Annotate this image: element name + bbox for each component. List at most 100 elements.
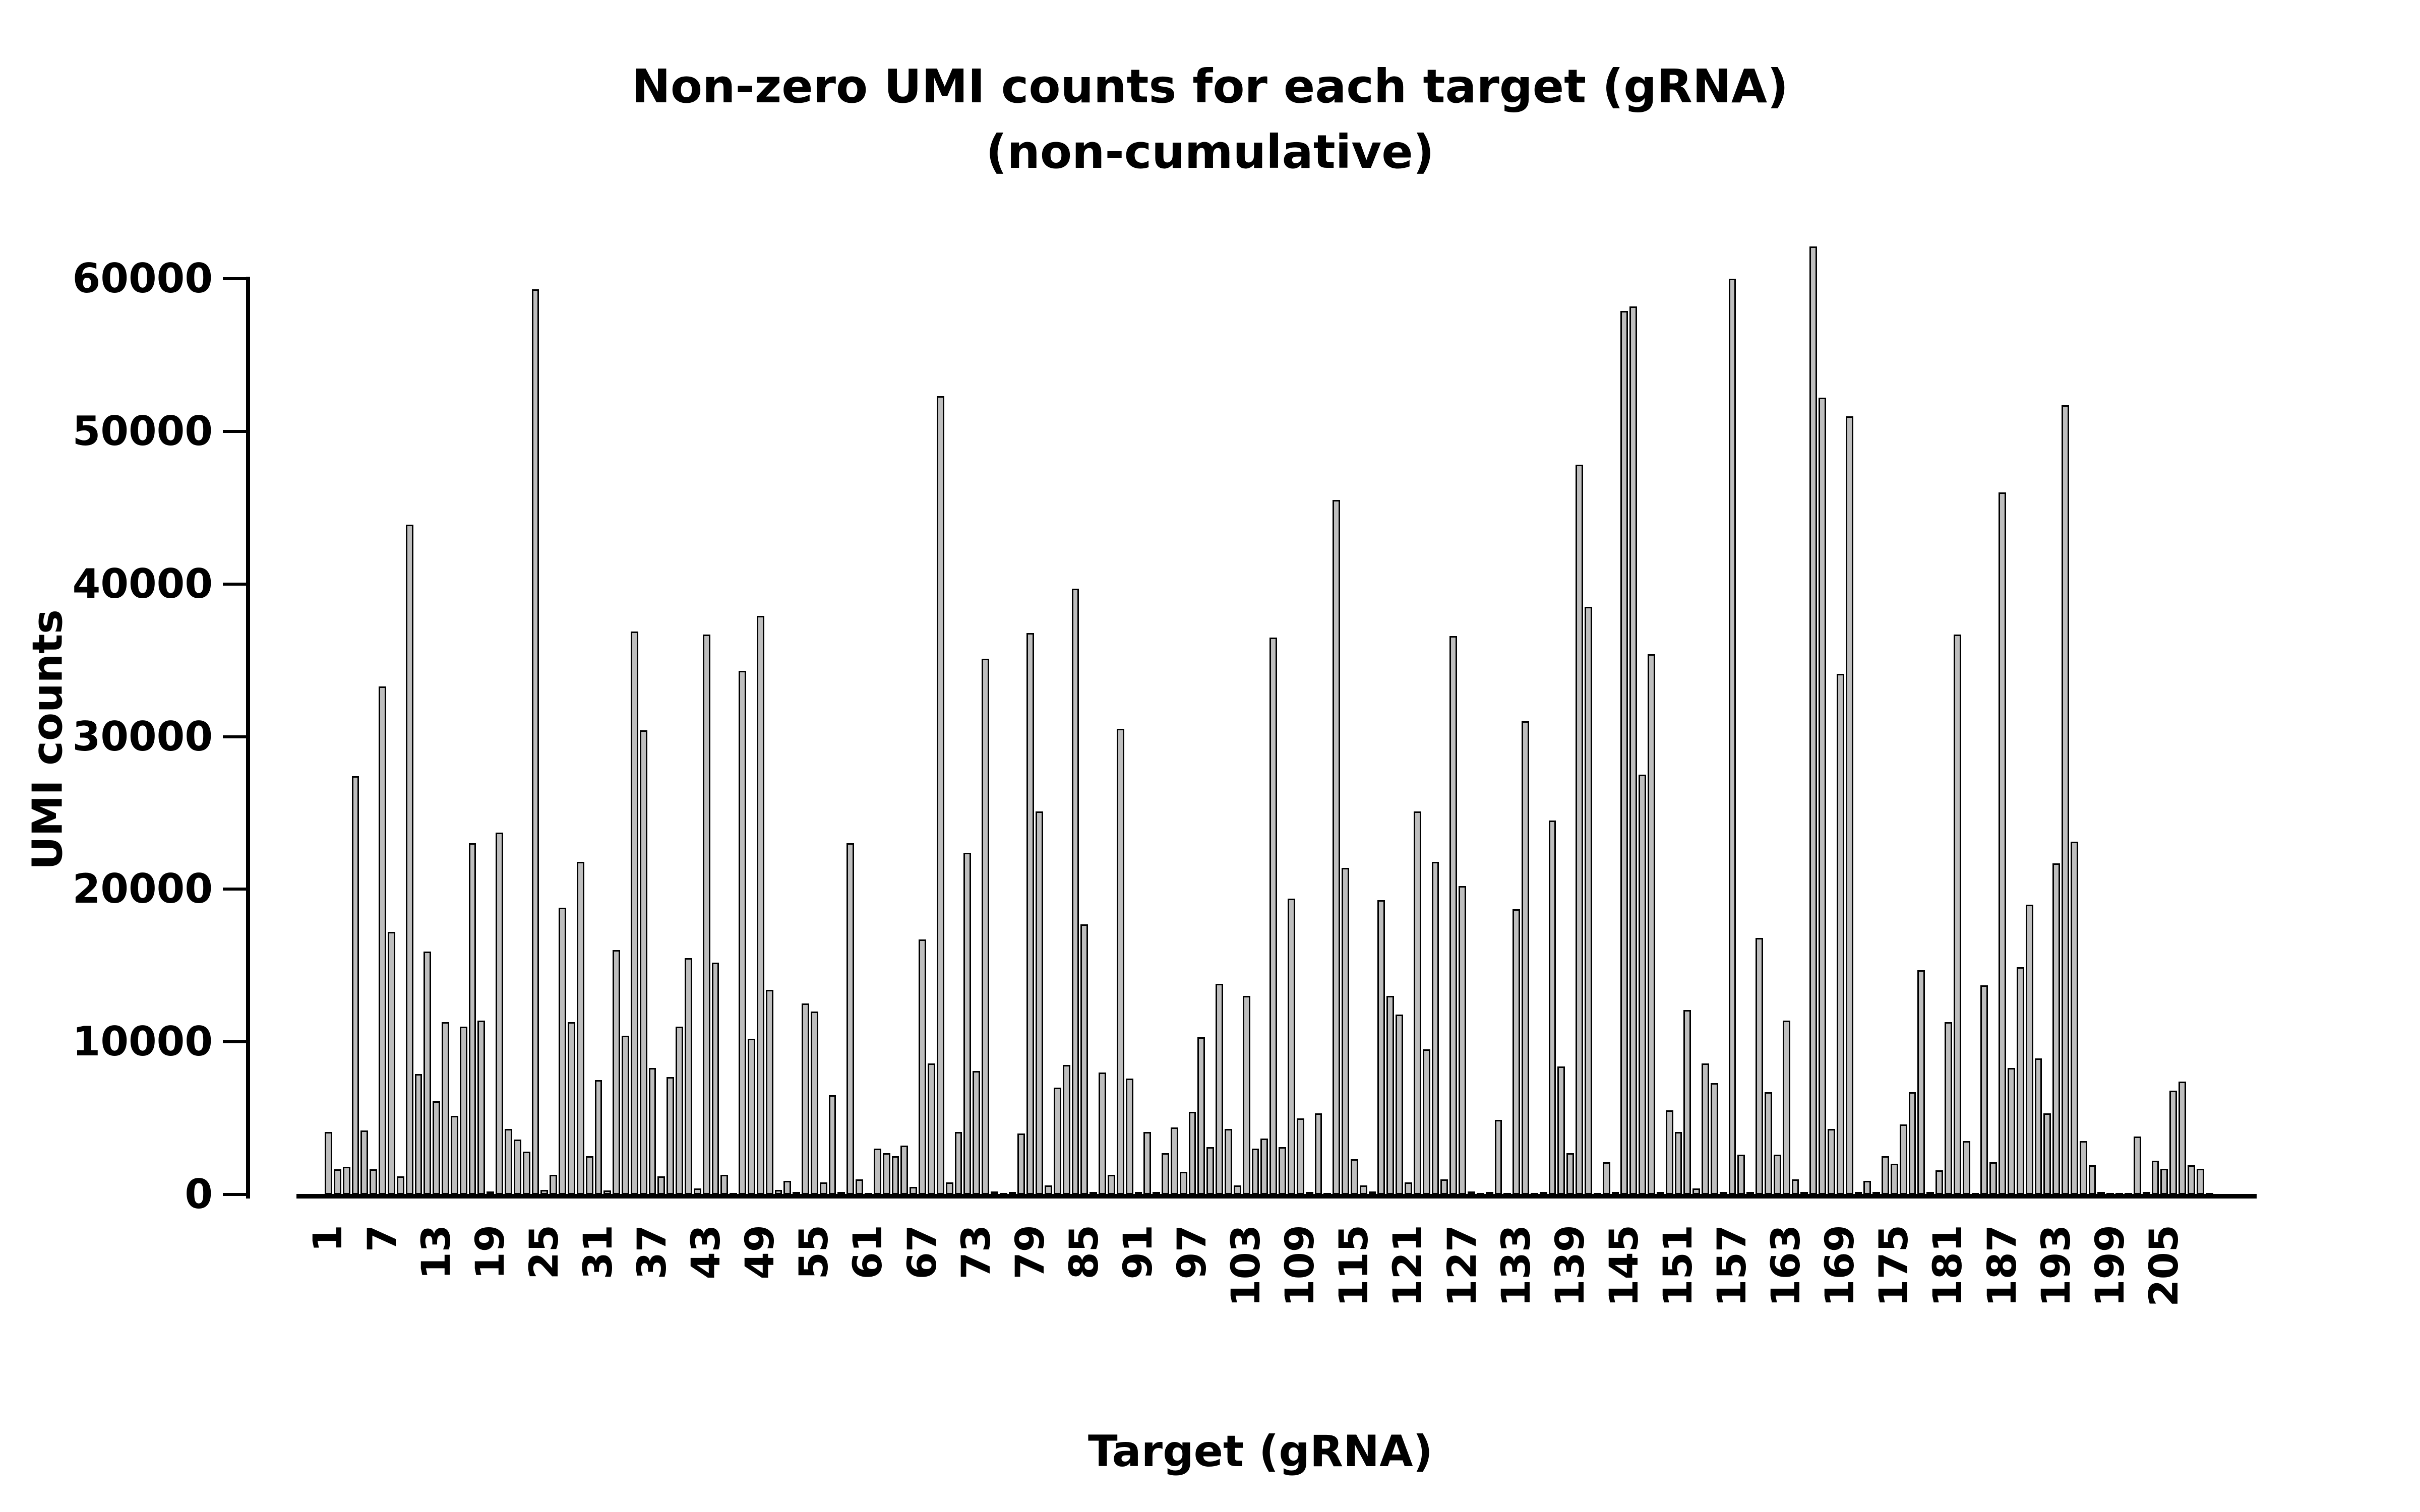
y-tick-10000 (223, 1040, 246, 1044)
bar-176 (1899, 1124, 1907, 1194)
y-tick-40000 (223, 582, 246, 586)
bar-73 (973, 1070, 981, 1194)
x-tick-label-103: 103 (1224, 1225, 1269, 1307)
bar-184 (1971, 1192, 1979, 1196)
bar-49 (756, 616, 764, 1194)
bar-68 (927, 1063, 935, 1194)
x-tick-label-127: 127 (1439, 1225, 1485, 1307)
y-tick-label-60000: 60000 (72, 255, 213, 302)
bar-78 (1017, 1133, 1025, 1194)
bar-59 (846, 843, 855, 1194)
bar-175 (1890, 1164, 1898, 1194)
bar-190 (2025, 904, 2033, 1194)
bar-102 (1233, 1185, 1241, 1194)
x-tick-label-163: 163 (1764, 1225, 1809, 1307)
bar-10 (405, 524, 413, 1194)
bar-4 (351, 776, 359, 1194)
bar-26 (550, 1174, 558, 1194)
bar-124 (1431, 861, 1439, 1194)
x-tick-label-85: 85 (1061, 1225, 1107, 1280)
bar-41 (685, 958, 692, 1194)
x-tick-label-31: 31 (575, 1225, 621, 1280)
bar-110 (1305, 1192, 1313, 1195)
bar-31 (594, 1080, 602, 1194)
bar-85 (1080, 924, 1088, 1194)
bar-203 (2142, 1192, 2150, 1195)
bar-193 (2052, 863, 2061, 1194)
y-tick-30000 (223, 735, 246, 738)
bar-2 (333, 1169, 341, 1194)
y-tick-50000 (223, 429, 246, 433)
bar-144 (1611, 1192, 1619, 1195)
x-tick-label-37: 37 (630, 1225, 676, 1280)
bar-18 (477, 1020, 486, 1194)
bar-111 (1314, 1113, 1322, 1194)
bar-199 (2106, 1192, 2114, 1196)
x-tick-label-91: 91 (1115, 1225, 1161, 1280)
bar-160 (1756, 938, 1764, 1194)
bar-93 (1153, 1192, 1161, 1195)
bar-153 (1692, 1188, 1701, 1194)
bar-40 (676, 1026, 684, 1194)
x-axis-line (296, 1194, 2257, 1199)
bar-27 (559, 907, 566, 1194)
bar-106 (1269, 637, 1278, 1194)
x-tick-label-169: 169 (1818, 1225, 1863, 1307)
bar-112 (1323, 1192, 1332, 1196)
bar-210 (2205, 1192, 2213, 1196)
bar-179 (1926, 1192, 1934, 1195)
bar-101 (1225, 1128, 1232, 1194)
bar-197 (2088, 1165, 2096, 1194)
bar-11 (414, 1074, 422, 1194)
bar-8 (387, 932, 395, 1194)
bar-1 (325, 1131, 332, 1194)
bar-35 (630, 631, 638, 1194)
bar-7 (379, 686, 386, 1194)
bar-136 (1539, 1192, 1547, 1195)
bar-23 (522, 1152, 530, 1194)
bar-149 (1656, 1192, 1664, 1195)
bar-196 (2079, 1141, 2087, 1194)
bar-69 (936, 396, 944, 1194)
bar-139 (1566, 1153, 1575, 1194)
bar-132 (1503, 1192, 1511, 1196)
bar-164 (1791, 1179, 1799, 1194)
bar-137 (1548, 821, 1556, 1194)
bar-47 (739, 671, 746, 1194)
bar-141 (1585, 607, 1592, 1194)
bar-150 (1665, 1110, 1673, 1194)
bar-107 (1279, 1147, 1286, 1194)
x-axis-label: Target (gRNA) (1088, 1426, 1433, 1477)
bar-117 (1368, 1191, 1376, 1194)
bar-181 (1945, 1022, 1952, 1194)
bar-206 (2169, 1091, 2177, 1194)
bar-134 (1522, 721, 1529, 1194)
bar-86 (1090, 1192, 1098, 1195)
bar-16 (459, 1026, 467, 1194)
bar-187 (1999, 492, 2006, 1194)
bar-22 (513, 1139, 521, 1194)
bar-168 (1827, 1128, 1835, 1194)
y-tick-label-40000: 40000 (72, 560, 213, 607)
bar-200 (2115, 1192, 2124, 1196)
bar-169 (1836, 674, 1844, 1194)
x-tick-label-109: 109 (1278, 1225, 1323, 1307)
x-tick-label-25: 25 (521, 1225, 567, 1280)
bar-32 (603, 1190, 612, 1194)
bar-185 (1980, 985, 1988, 1194)
bar-60 (856, 1179, 864, 1194)
bar-44 (711, 962, 719, 1194)
chart-title-line2: (non-cumulative) (986, 125, 1434, 179)
bar-151 (1674, 1131, 1682, 1194)
bar-129 (1476, 1192, 1484, 1196)
bar-66 (910, 1186, 918, 1194)
bar-100 (1216, 984, 1224, 1194)
bar-42 (693, 1188, 701, 1194)
x-tick-label-205: 205 (2141, 1225, 2187, 1307)
bar-201 (2125, 1192, 2132, 1196)
bar-65 (900, 1146, 909, 1194)
x-tick-label-115: 115 (1332, 1225, 1377, 1307)
bar-202 (2133, 1136, 2141, 1194)
bar-186 (1989, 1162, 1998, 1194)
bar-156 (1719, 1192, 1727, 1195)
